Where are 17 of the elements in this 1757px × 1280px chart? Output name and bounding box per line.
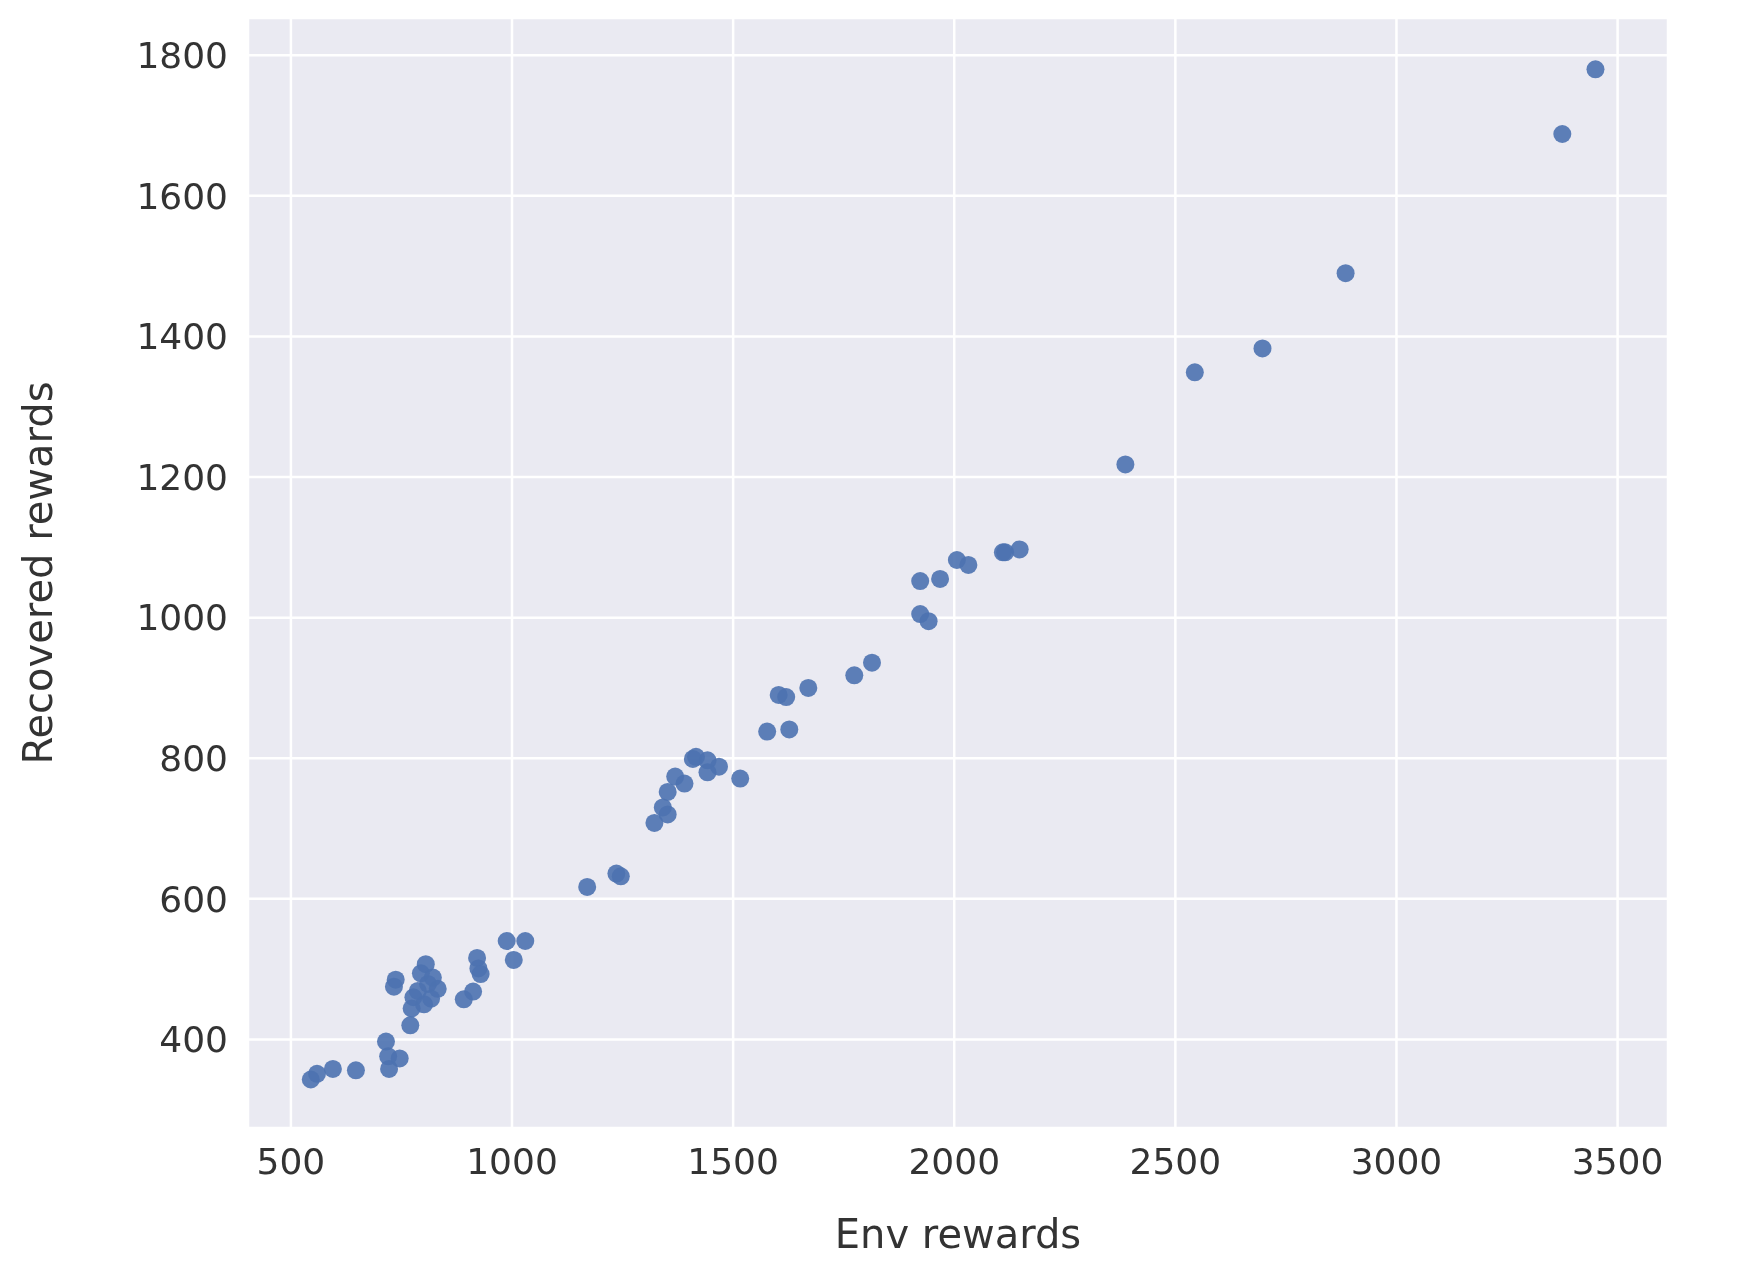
x-tick-label: 1000 — [466, 1140, 558, 1182]
x-axis-title: Env rewards — [834, 1211, 1082, 1257]
y-tick-label: 1400 — [136, 316, 228, 358]
y-tick-label: 600 — [159, 878, 228, 920]
y-tick-label: 1800 — [136, 35, 228, 77]
y-axis-title: Recovered rewards — [15, 381, 62, 765]
x-tick-label: 3000 — [1350, 1140, 1443, 1182]
x-tick-label: 1500 — [687, 1140, 779, 1182]
x-tick-label: 3500 — [1571, 1140, 1664, 1182]
x-tick-label: 2500 — [1129, 1140, 1222, 1182]
y-tick-label: 800 — [159, 738, 228, 780]
y-tick-label: 1200 — [136, 456, 228, 498]
y-tick-label: 400 — [159, 1019, 228, 1061]
y-tick-label: 1600 — [136, 175, 228, 217]
y-tick-label: 1000 — [136, 597, 228, 639]
x-tick-label: 2000 — [908, 1140, 1001, 1182]
x-tick-label: 500 — [256, 1140, 326, 1182]
